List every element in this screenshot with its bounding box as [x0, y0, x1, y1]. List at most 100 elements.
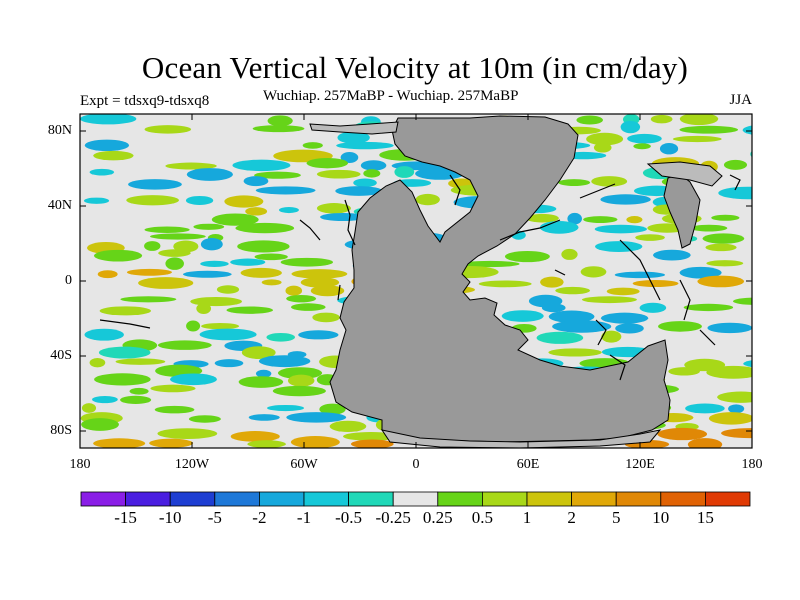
colorbar-box: [571, 491, 617, 507]
velocity-patch: [555, 286, 590, 295]
velocity-patch: [241, 346, 276, 359]
velocity-patch: [182, 270, 232, 278]
velocity-patch: [272, 385, 326, 397]
velocity-patch: [732, 297, 752, 305]
lat-label-40s: 40S: [50, 348, 72, 363]
lon-label-60w: 60W: [290, 457, 318, 472]
velocity-patch: [83, 197, 110, 204]
velocity-patch: [353, 178, 377, 188]
velocity-patch: [627, 133, 662, 144]
velocity-patch: [707, 322, 752, 334]
velocity-patch: [267, 115, 293, 127]
colorbar-label: -15: [114, 508, 137, 527]
colorbar-box: [615, 491, 662, 507]
velocity-patch: [157, 428, 218, 439]
colorbar-box: [660, 491, 706, 507]
velocity-patch: [144, 226, 190, 233]
velocity-patch: [255, 186, 316, 195]
velocity-patch: [230, 258, 266, 266]
island-coastlines: [99, 174, 741, 381]
velocity-patch: [80, 114, 137, 125]
velocity-patch: [711, 214, 740, 221]
velocity-patch: [706, 365, 752, 379]
velocity-patch: [286, 412, 347, 423]
velocity-patch: [650, 114, 673, 124]
velocity-patch: [158, 249, 191, 257]
velocity-patch: [248, 414, 280, 421]
velocity-patch: [298, 330, 339, 340]
colorbar-box: [348, 491, 394, 507]
velocity-patch: [247, 440, 286, 448]
velocity-patch: [679, 266, 722, 279]
velocity-patch: [683, 303, 734, 312]
velocity-patch: [548, 348, 602, 357]
colorbar-box: [392, 491, 439, 507]
velocity-patch: [329, 420, 367, 432]
velocity-patch: [255, 369, 272, 378]
velocity-patch: [626, 216, 643, 224]
velocity-patch: [93, 150, 134, 161]
velocity-patch: [201, 323, 240, 330]
lon-label-0: 0: [412, 457, 420, 472]
lat-label-80s: 80S: [50, 423, 72, 438]
velocity-patch: [594, 224, 647, 234]
velocity-patch: [679, 114, 719, 126]
velocity-patch: [594, 241, 643, 253]
velocity-patch: [245, 207, 268, 216]
lon-label-180e: 180: [741, 457, 763, 472]
colorbar-label: 15: [696, 508, 714, 527]
velocity-patch: [657, 427, 708, 441]
velocity-patch: [659, 142, 679, 155]
colorbar-label: 1: [522, 508, 532, 527]
colorbar-box: [258, 491, 305, 507]
velocity-patch: [705, 243, 737, 252]
velocity-patch: [196, 303, 212, 314]
velocity-patch: [316, 203, 351, 214]
colorbar-label: 10: [652, 508, 670, 527]
velocity-patch: [128, 179, 182, 190]
velocity-patch: [278, 206, 299, 214]
velocity-patch: [541, 303, 566, 313]
velocity-patch: [252, 125, 305, 133]
colorbar-box: [481, 491, 528, 507]
velocity-patch: [668, 367, 700, 376]
velocity-patch: [742, 125, 752, 135]
velocity-patch: [558, 179, 591, 187]
velocity-patch: [211, 213, 259, 226]
velocity-patch: [99, 306, 151, 316]
velocity-patch: [200, 237, 223, 251]
velocity-patch: [165, 257, 184, 270]
velocity-patch: [243, 176, 269, 187]
velocity-patch: [188, 415, 221, 423]
velocity-patch: [600, 194, 651, 205]
colorbar-box: [705, 491, 751, 507]
velocity-patch: [224, 195, 264, 208]
velocity-patch: [214, 359, 244, 368]
velocity-patch: [186, 168, 233, 181]
velocity-patch: [92, 395, 118, 404]
velocity-patch: [319, 403, 346, 415]
velocity-patch: [84, 328, 124, 341]
velocity-patch: [300, 277, 340, 288]
velocity-patch: [320, 212, 366, 222]
velocity-patch: [84, 139, 130, 152]
velocity-patch: [633, 143, 651, 150]
velocity-patch: [126, 195, 179, 206]
velocity-patch: [687, 438, 723, 448]
velocity-patch: [310, 285, 345, 297]
velocity-patch: [601, 330, 622, 343]
velocity-patch: [232, 159, 291, 172]
velocity-patch: [126, 268, 173, 276]
velocity-patch: [302, 142, 323, 149]
velocity-patch: [291, 303, 326, 311]
north-ice-patch: [309, 121, 399, 135]
colorbar-label: -0.25: [375, 508, 411, 527]
velocity-patch: [149, 438, 194, 448]
lon-label-120e: 120E: [625, 457, 655, 472]
velocity-patch: [81, 418, 119, 431]
lat-label-0: 0: [65, 273, 72, 288]
velocity-patch: [89, 168, 115, 176]
velocity-patch: [718, 186, 752, 200]
velocity-patch: [593, 142, 612, 153]
velocity-patch: [540, 276, 564, 288]
